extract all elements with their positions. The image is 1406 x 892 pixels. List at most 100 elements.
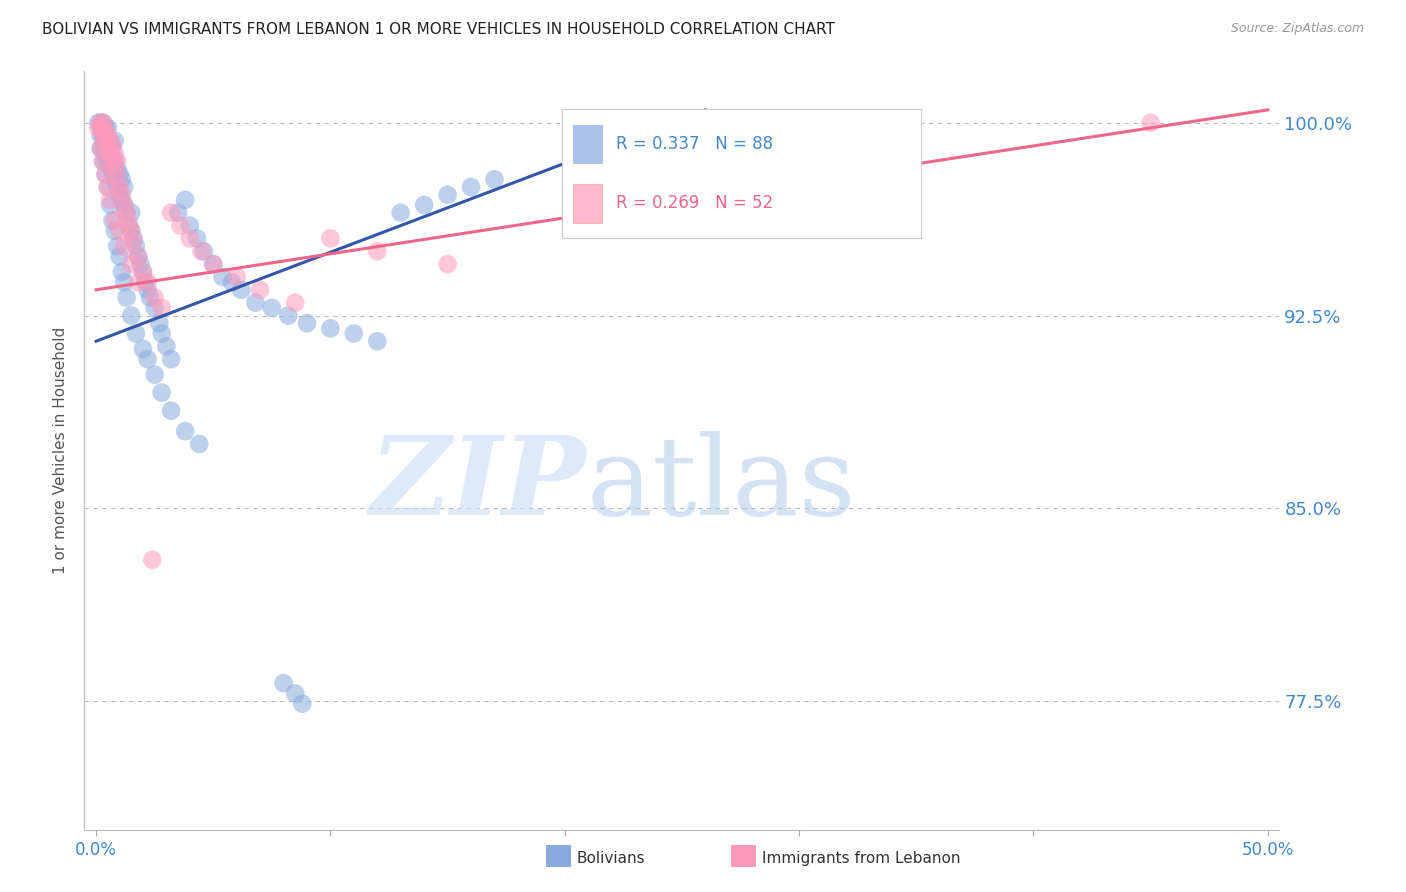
Point (148, 316, 170, 330)
Point (101, 164, 124, 178)
Point (160, 352, 183, 367)
Point (139, 291, 162, 305)
Point (90, 116, 112, 130)
Point (1139, 116, 1161, 130)
Point (87, 116, 110, 130)
Text: 50.0%: 50.0% (1241, 840, 1294, 859)
Text: Immigrants from Lebanon: Immigrants from Lebanon (762, 851, 960, 865)
Point (120, 205, 142, 219)
Point (484, 172, 506, 186)
Point (90, 116, 112, 130)
Point (136, 275, 159, 289)
Point (120, 224, 142, 238)
Point (94, 167, 117, 181)
Point (104, 154, 127, 169)
Point (319, 231, 342, 245)
Point (87, 120, 110, 135)
Point (97, 180, 120, 194)
Point (91, 128, 114, 143)
Point (104, 134, 127, 148)
Point (155, 339, 177, 353)
Point (389, 205, 412, 219)
Point (105, 154, 128, 169)
Point (90, 141, 112, 155)
Point (98, 193, 121, 207)
Point (94, 167, 117, 181)
Text: 0.0%: 0.0% (75, 840, 117, 859)
Point (127, 249, 149, 263)
Point (111, 265, 134, 279)
Text: ZIP: ZIP (370, 431, 586, 539)
Point (101, 139, 124, 153)
Point (132, 265, 155, 279)
Point (97, 128, 120, 143)
Point (160, 403, 183, 417)
Point (143, 368, 166, 382)
Point (108, 249, 131, 263)
Point (174, 193, 197, 207)
Point (120, 309, 142, 323)
Point (143, 301, 166, 315)
Point (291, 697, 314, 711)
Point (94, 146, 117, 161)
Point (366, 244, 388, 259)
Point (284, 686, 307, 700)
Point (111, 172, 134, 186)
Point (112, 198, 135, 212)
Point (108, 180, 131, 194)
Point (101, 141, 124, 155)
Point (125, 239, 148, 253)
Point (105, 180, 128, 194)
Point (97, 120, 120, 135)
Point (90, 128, 112, 143)
Point (111, 187, 134, 202)
Point (91, 128, 114, 143)
Point (115, 205, 138, 219)
Point (91, 154, 114, 169)
Point (284, 295, 307, 310)
Point (202, 257, 225, 271)
Point (98, 146, 121, 161)
Point (132, 265, 155, 279)
Point (179, 231, 201, 245)
Point (98, 134, 121, 148)
Point (112, 275, 135, 289)
Point (105, 161, 128, 176)
Point (101, 154, 124, 169)
Point (118, 216, 141, 230)
Point (134, 275, 156, 289)
Point (101, 213, 124, 227)
Point (105, 239, 128, 253)
Point (295, 316, 318, 330)
Point (127, 249, 149, 263)
Point (104, 161, 127, 176)
Point (94, 136, 117, 151)
Point (277, 309, 299, 323)
Point (160, 205, 183, 219)
Point (167, 205, 190, 219)
Point (460, 180, 482, 194)
Point (97, 154, 120, 169)
Point (141, 552, 163, 566)
Point (112, 198, 135, 212)
Point (98, 198, 121, 212)
Point (231, 283, 253, 297)
Point (245, 295, 267, 310)
Point (249, 283, 271, 297)
Point (104, 224, 127, 238)
Point (150, 385, 173, 400)
Point (260, 301, 283, 315)
Point (366, 334, 388, 349)
Point (136, 352, 159, 367)
Point (112, 239, 135, 253)
Point (98, 136, 121, 151)
Point (97, 180, 120, 194)
Point (94, 134, 117, 148)
Point (91, 116, 114, 130)
Point (104, 172, 127, 186)
Point (104, 146, 127, 161)
Point (186, 231, 208, 245)
Point (343, 326, 366, 341)
Point (190, 244, 212, 259)
Point (108, 167, 131, 181)
